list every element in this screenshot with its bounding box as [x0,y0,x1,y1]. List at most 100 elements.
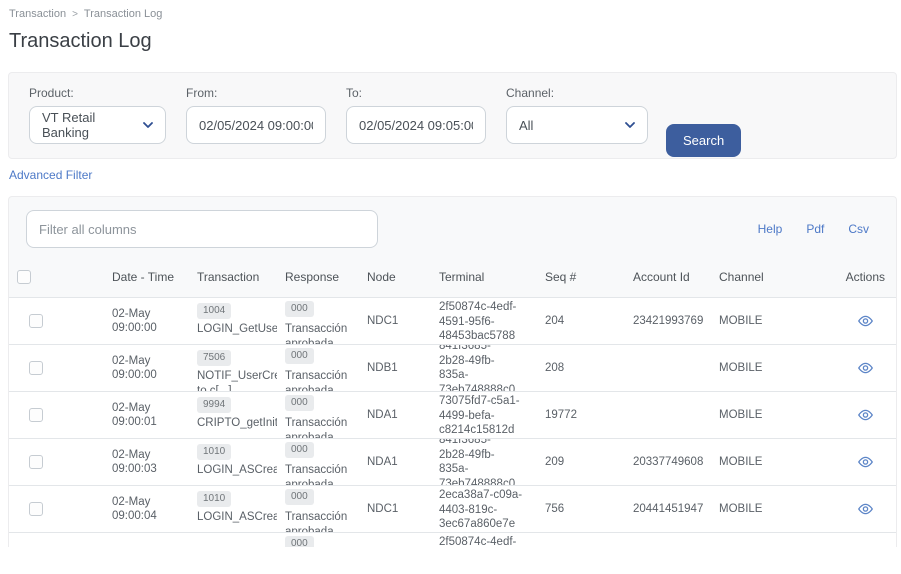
transaction-code-badge: 1010 [197,491,232,507]
eye-icon [858,409,873,421]
cell-date-time: 02-May 09:00:01 [112,401,157,429]
transaction-name: CRIPTO_getInitial [197,417,277,429]
advanced-filter-link[interactable]: Advanced Filter [9,168,93,182]
col-header-actions: Actions [845,269,885,284]
chevron-down-icon [143,122,153,128]
col-header-seq: Seq # [545,269,577,284]
cell-account-id: 23421993769 [633,314,704,327]
cell-channel: MOBILE [719,502,763,515]
response-code-badge: 000 [285,301,314,317]
filter-all-columns-input[interactable] [26,210,378,248]
channel-select-value: All [519,117,534,133]
response-code-badge: 000 [285,489,314,505]
cell-transaction: 1010 LOGIN_ASCreate [189,439,277,485]
response-code-badge: 000 [285,348,314,364]
row-checkbox[interactable] [29,361,43,375]
cell-response: 000 [277,533,359,547]
col-header-channel: Channel [719,269,764,284]
breadcrumb-item-transaction[interactable]: Transaction [9,8,67,20]
cell-terminal: 73075fd7-c5a1- 4499-befa- c8214c15812d 8… [439,395,520,436]
cell-date-time: 02-May 09:00:03 [112,448,157,476]
cell-node: NDB1 [367,361,398,374]
channel-select[interactable]: All [506,106,648,144]
breadcrumb: Transaction > Transaction Log [0,0,901,20]
view-details-button[interactable] [857,362,874,374]
cell-node: NDA1 [367,455,398,468]
view-details-button[interactable] [857,503,874,515]
cell-response: 000 Transacción aprobada [277,486,359,532]
from-label: From: [186,86,218,100]
table-row: 02-May 09:00:01 9994 CRIPTO_getInitial 0… [9,391,896,438]
export-links: Help Pdf Csv [758,222,869,236]
response-text: Transacción aprobada [285,417,348,438]
table-row: 02-May 09:00:03 1010 LOGIN_ASCreate 000 … [9,438,896,485]
product-select[interactable]: VT Retail Banking [29,106,166,144]
cell-channel: MOBILE [719,314,763,327]
col-header-node: Node [367,269,396,284]
channel-label: Channel: [506,86,555,100]
to-datetime-input[interactable] [346,106,486,144]
view-details-button[interactable] [857,456,874,468]
eye-icon [858,456,873,468]
select-all-checkbox[interactable] [17,269,31,284]
to-label: To: [346,86,363,100]
cell-account-id: 20337749608 [633,455,704,468]
csv-export-link[interactable]: Csv [848,222,869,236]
row-checkbox[interactable] [29,455,43,469]
cell-seq: 756 [545,502,565,515]
eye-icon [858,315,873,327]
transaction-table: Date - Time Transaction Response Node Te… [9,262,896,547]
filter-panel: Product: VT Retail Banking From: To: Cha… [8,72,897,159]
row-checkbox[interactable] [29,408,43,422]
cell-account-id [625,345,711,391]
pdf-export-link[interactable]: Pdf [806,222,825,236]
transaction-code-badge: 9994 [197,397,232,413]
cell-channel [711,533,797,547]
col-header-response: Response [285,269,340,284]
row-checkbox[interactable] [29,502,43,516]
col-header-transaction: Transaction [197,269,260,284]
transaction-name: LOGIN_GetUserin [197,323,277,335]
transaction-name: NOTIF_UserCreat to c[...] [197,370,277,391]
view-details-button[interactable] [857,315,874,327]
cell-date-time: 02-May 09:00:00 [112,354,157,382]
cell-node: NDC1 [367,502,399,515]
cell-seq: 204 [545,314,565,327]
cell-transaction: 1004 LOGIN_GetUserin [189,298,277,344]
eye-icon [858,503,873,515]
response-code-badge: 000 [285,395,314,411]
cell-seq: 209 [545,455,565,468]
cell-seq: 208 [545,361,565,374]
product-filter-group: Product: VT Retail Banking [29,86,186,158]
cell-date-time: 02-May 09:00:00 [112,307,157,335]
response-text: Transacción aprobada [285,464,348,485]
cell-date-time [104,533,189,547]
view-details-button[interactable] [857,409,874,421]
table-row: 02-May 09:00:00 7506 NOTIF_UserCreat to … [9,344,896,391]
response-text: Transacción aprobada [285,323,348,344]
cell-date-time: 02-May 09:00:04 [112,495,157,523]
eye-icon [858,362,873,374]
cell-terminal: 2eca38a7-c09a- 4403-819c- 3ec67a860e7e 2… [439,489,523,530]
search-button[interactable]: Search [666,124,742,157]
cell-channel: MOBILE [719,408,763,421]
from-datetime-input[interactable] [186,106,326,144]
col-header-account-id: Account Id [633,269,690,284]
row-checkbox[interactable] [29,314,43,328]
response-code-badge: 000 [285,442,314,458]
page-title: Transaction Log [9,30,152,52]
cell-transaction: 9994 CRIPTO_getInitial [189,392,277,438]
cell-response: 000 Transacción aprobada [277,298,359,344]
help-link[interactable]: Help [757,222,783,236]
from-filter-group: From: [186,86,346,158]
cell-account-id: 20441451947 [633,502,704,515]
transaction-code-badge: 1010 [197,444,232,460]
cell-terminal: 2f50874c-4edf- 4591-95f6- [439,536,517,547]
breadcrumb-item-transaction-log: Transaction Log [83,8,163,20]
table-row: 000 2f50874c-4edf- 4591-95f6- [9,532,896,547]
response-text: Transacción aprobada [285,370,348,391]
cell-terminal: 841f3685- 2b28-49fb- 835a- 73eb748888c0 [439,345,516,391]
product-label: Product: [29,86,74,100]
cell-node [359,533,431,547]
product-select-value: VT Retail Banking [42,110,96,140]
